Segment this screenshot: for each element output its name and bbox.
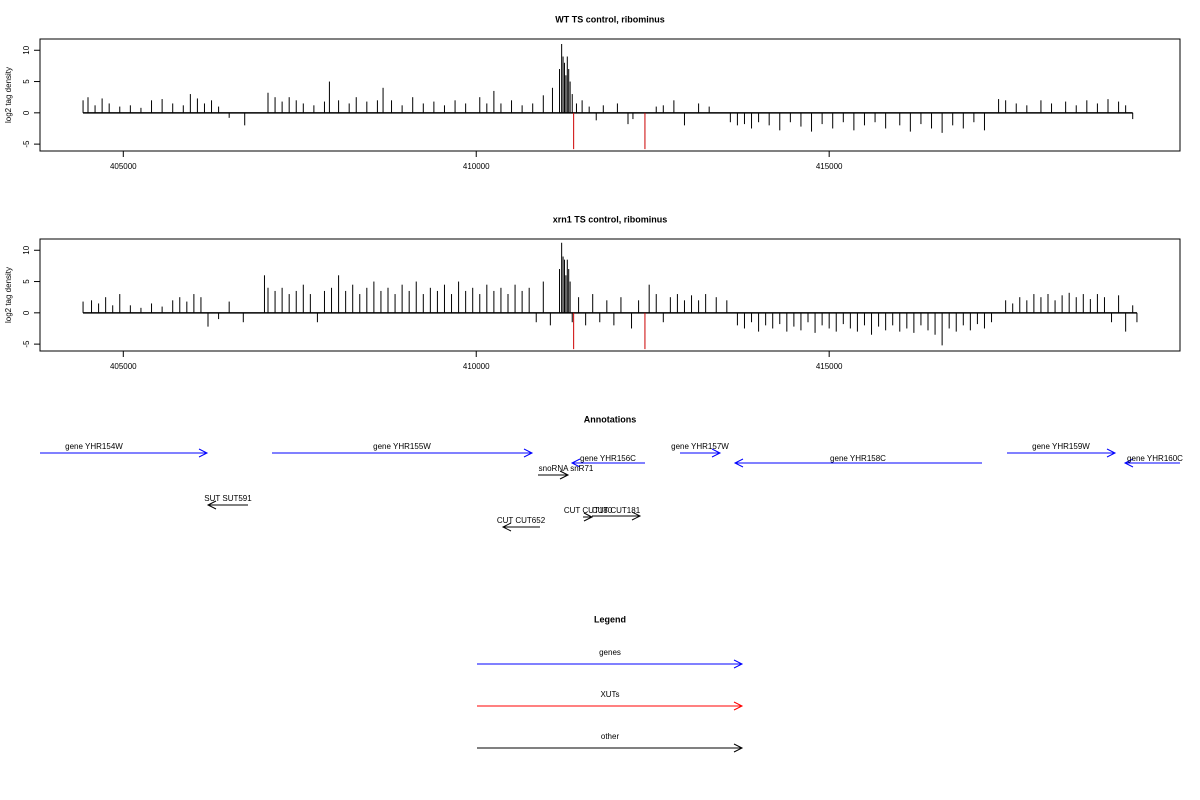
- legend-arrow-head: [733, 659, 744, 669]
- annotation-label: gene YHR159W: [1032, 442, 1090, 451]
- annotation-arrow-head: [631, 511, 642, 521]
- legend-title: Legend: [594, 614, 626, 624]
- legend-label: XUTs: [600, 690, 619, 699]
- x-tick-label: 415000: [816, 362, 843, 371]
- annotation-label: gene YHR158C: [830, 454, 886, 463]
- annotation-arrow-head: [733, 458, 744, 468]
- x-tick-label: 405000: [110, 162, 137, 171]
- annotation-arrow-head: [206, 500, 217, 510]
- annotation-label: CUT CUT652: [497, 516, 546, 525]
- annotations-title: Annotations: [584, 414, 637, 424]
- annotation-arrow-head: [501, 522, 512, 532]
- y-axis-label: log2 tag density: [4, 67, 13, 123]
- annotation-arrow-head: [570, 458, 581, 468]
- annotation-arrow-head: [523, 448, 534, 458]
- annotation-label: gene YHR157W: [671, 442, 729, 451]
- annotation-label: CUT CUT181: [592, 506, 641, 515]
- y-tick-label: -5: [22, 340, 31, 348]
- y-tick-label: 10: [22, 245, 31, 254]
- annotation-label: gene YHR160C: [1127, 454, 1183, 463]
- plot-box: [39, 38, 1181, 152]
- y-tick-label: 0: [22, 110, 31, 115]
- legend-label: genes: [599, 648, 621, 657]
- x-tick-label: 415000: [816, 162, 843, 171]
- x-tick-label: 405000: [110, 362, 137, 371]
- annotation-arrow-head: [583, 512, 594, 522]
- y-axis-label: log2 tag density: [4, 267, 13, 323]
- chart-title: WT TS control, ribominus: [555, 14, 665, 24]
- annotation-label: gene YHR156C: [580, 454, 636, 463]
- annotation-label: snoRNA snR71: [539, 464, 594, 473]
- annotation-arrow-head: [559, 470, 570, 480]
- annotation-arrow-head: [711, 448, 722, 458]
- annotation-label: SUT SUT591: [204, 494, 252, 503]
- y-tick-label: -5: [22, 140, 31, 148]
- x-tick-label: 410000: [463, 362, 490, 371]
- annotation-label: CUT CUT180: [564, 506, 613, 515]
- y-tick-label: 5: [22, 279, 31, 284]
- annotation-label: gene YHR155W: [373, 442, 431, 451]
- annotation-label: gene YHR154W: [65, 442, 123, 451]
- plot-box: [39, 238, 1181, 352]
- y-tick-label: 5: [22, 79, 31, 84]
- annotation-arrow-head: [1106, 448, 1117, 458]
- chart-title: xrn1 TS control, ribominus: [553, 214, 668, 224]
- annotation-arrow-head: [1123, 458, 1134, 468]
- annotation-arrow-head: [198, 448, 209, 458]
- legend-arrow-head: [733, 743, 744, 753]
- legend-label: other: [601, 732, 620, 741]
- x-tick-label: 410000: [463, 162, 490, 171]
- y-tick-label: 10: [22, 45, 31, 54]
- legend-arrow-head: [733, 701, 744, 711]
- y-tick-label: 0: [22, 310, 31, 315]
